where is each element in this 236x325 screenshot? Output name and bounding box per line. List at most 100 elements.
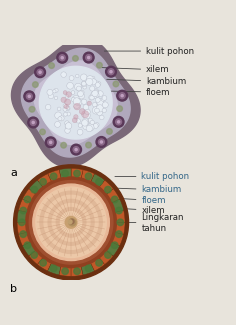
Circle shape <box>93 102 97 107</box>
Circle shape <box>82 120 88 126</box>
Circle shape <box>59 116 64 121</box>
Polygon shape <box>39 66 112 139</box>
Circle shape <box>63 107 67 111</box>
Circle shape <box>63 104 67 107</box>
Circle shape <box>28 117 39 128</box>
Wedge shape <box>71 168 83 180</box>
Circle shape <box>60 212 82 233</box>
Wedge shape <box>48 170 61 183</box>
Circle shape <box>33 184 109 261</box>
Circle shape <box>92 90 98 97</box>
Circle shape <box>116 231 122 237</box>
Circle shape <box>18 219 25 226</box>
Circle shape <box>65 99 71 105</box>
Circle shape <box>118 121 120 123</box>
Circle shape <box>77 129 83 135</box>
Wedge shape <box>18 232 32 246</box>
Circle shape <box>40 260 46 266</box>
Circle shape <box>90 95 94 100</box>
Circle shape <box>88 118 92 122</box>
Circle shape <box>37 69 43 75</box>
Circle shape <box>53 90 56 93</box>
Wedge shape <box>18 199 32 213</box>
Wedge shape <box>98 180 113 195</box>
Wedge shape <box>38 256 52 271</box>
Circle shape <box>95 83 100 87</box>
Wedge shape <box>110 199 124 213</box>
Circle shape <box>102 102 108 108</box>
Circle shape <box>61 142 66 148</box>
Circle shape <box>48 139 54 145</box>
Text: kulit pohon: kulit pohon <box>104 46 194 56</box>
Circle shape <box>110 71 112 73</box>
Wedge shape <box>90 174 105 188</box>
Circle shape <box>81 99 87 104</box>
Circle shape <box>101 97 105 101</box>
Circle shape <box>14 165 129 280</box>
Circle shape <box>74 103 80 110</box>
Circle shape <box>52 203 90 241</box>
Circle shape <box>76 74 79 78</box>
Circle shape <box>57 107 61 111</box>
Circle shape <box>72 118 77 123</box>
Wedge shape <box>22 189 37 203</box>
Text: kambium: kambium <box>110 186 182 194</box>
Circle shape <box>97 98 104 106</box>
Text: a: a <box>10 168 17 178</box>
Circle shape <box>119 93 125 98</box>
Circle shape <box>78 123 82 127</box>
Circle shape <box>65 123 72 129</box>
Circle shape <box>63 91 67 95</box>
Wedge shape <box>81 261 94 275</box>
Circle shape <box>97 91 103 97</box>
Circle shape <box>88 57 90 58</box>
Circle shape <box>49 63 54 69</box>
Circle shape <box>94 108 99 113</box>
Wedge shape <box>29 249 44 265</box>
Circle shape <box>65 216 77 228</box>
Circle shape <box>80 74 87 81</box>
Circle shape <box>35 67 46 78</box>
Circle shape <box>90 120 94 125</box>
Wedge shape <box>17 210 29 222</box>
Circle shape <box>95 123 99 127</box>
Circle shape <box>94 81 99 85</box>
Circle shape <box>87 101 92 106</box>
Circle shape <box>45 104 51 110</box>
Wedge shape <box>59 265 71 276</box>
Circle shape <box>108 69 114 75</box>
Circle shape <box>44 195 98 249</box>
Circle shape <box>97 62 102 68</box>
Circle shape <box>79 93 84 99</box>
Circle shape <box>31 252 38 258</box>
Circle shape <box>113 116 124 127</box>
Circle shape <box>87 124 94 131</box>
Circle shape <box>47 89 53 95</box>
Circle shape <box>97 82 101 85</box>
Circle shape <box>90 86 95 91</box>
Circle shape <box>26 93 32 99</box>
Circle shape <box>111 196 118 203</box>
Circle shape <box>66 106 70 111</box>
Circle shape <box>58 117 62 121</box>
Text: floem: floem <box>109 196 166 205</box>
Circle shape <box>66 92 72 97</box>
Circle shape <box>93 124 98 128</box>
Text: kulit pohon: kulit pohon <box>115 172 190 181</box>
Wedge shape <box>48 261 61 275</box>
Circle shape <box>50 141 52 143</box>
Circle shape <box>68 220 72 224</box>
Circle shape <box>33 82 38 87</box>
Circle shape <box>116 207 122 214</box>
Circle shape <box>102 96 107 100</box>
Circle shape <box>90 79 97 85</box>
Circle shape <box>71 97 76 102</box>
Circle shape <box>92 88 98 95</box>
Text: floem: floem <box>104 88 171 97</box>
Circle shape <box>82 81 86 86</box>
Circle shape <box>31 186 38 193</box>
Circle shape <box>55 122 60 127</box>
Circle shape <box>117 106 122 111</box>
Circle shape <box>65 123 71 129</box>
Circle shape <box>72 96 80 103</box>
